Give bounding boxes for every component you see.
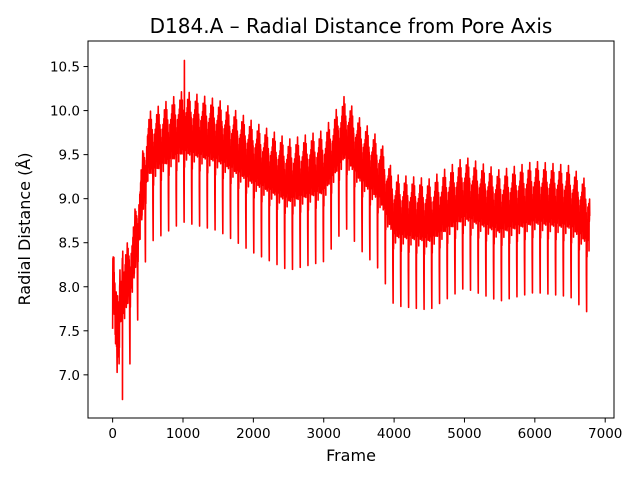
x-tick-label: 6000: [518, 426, 552, 442]
y-tick-label: 8.0: [59, 280, 80, 296]
x-tick-label: 5000: [447, 426, 481, 442]
y-tick-label: 8.5: [59, 236, 80, 252]
x-tick-label: 4000: [377, 426, 411, 442]
x-axis-label: Frame: [326, 446, 376, 465]
x-tick-label: 1000: [166, 426, 200, 442]
y-tick-label: 7.0: [59, 368, 80, 384]
x-tick-label: 3000: [307, 426, 341, 442]
y-axis-label: Radial Distance (Å): [15, 153, 34, 306]
x-tick-label: 7000: [588, 426, 622, 442]
x-axis: 0 1000 2000 3000 4000 5000 6000 7000: [108, 418, 622, 442]
chart-title: D184.A – Radial Distance from Pore Axis: [150, 14, 553, 38]
y-tick-label: 10.0: [50, 104, 80, 120]
series-line: [111, 59, 591, 401]
y-axis: 7.0 7.5 8.0 8.5 9.0 9.5 10.0 10.5: [50, 60, 88, 384]
plot-series: [111, 59, 591, 401]
x-tick-label: 0: [108, 426, 117, 442]
plot-frame: [87, 40, 615, 419]
y-tick-label: 10.5: [50, 60, 80, 76]
x-tick-label: 2000: [236, 426, 270, 442]
y-tick-label: 9.0: [59, 192, 80, 208]
y-tick-label: 7.5: [59, 324, 80, 340]
y-tick-label: 9.5: [59, 148, 80, 164]
